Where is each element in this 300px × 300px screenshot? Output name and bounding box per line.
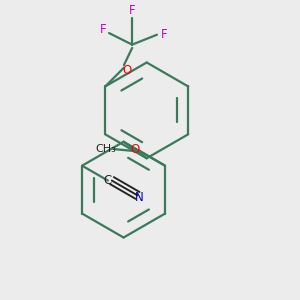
Text: C: C bbox=[104, 174, 112, 187]
Text: O: O bbox=[131, 143, 140, 156]
Text: F: F bbox=[161, 28, 167, 41]
Text: F: F bbox=[100, 23, 106, 36]
Text: CH₃: CH₃ bbox=[95, 144, 116, 154]
Text: F: F bbox=[129, 4, 136, 17]
Text: O: O bbox=[122, 64, 131, 77]
Text: N: N bbox=[135, 190, 144, 204]
